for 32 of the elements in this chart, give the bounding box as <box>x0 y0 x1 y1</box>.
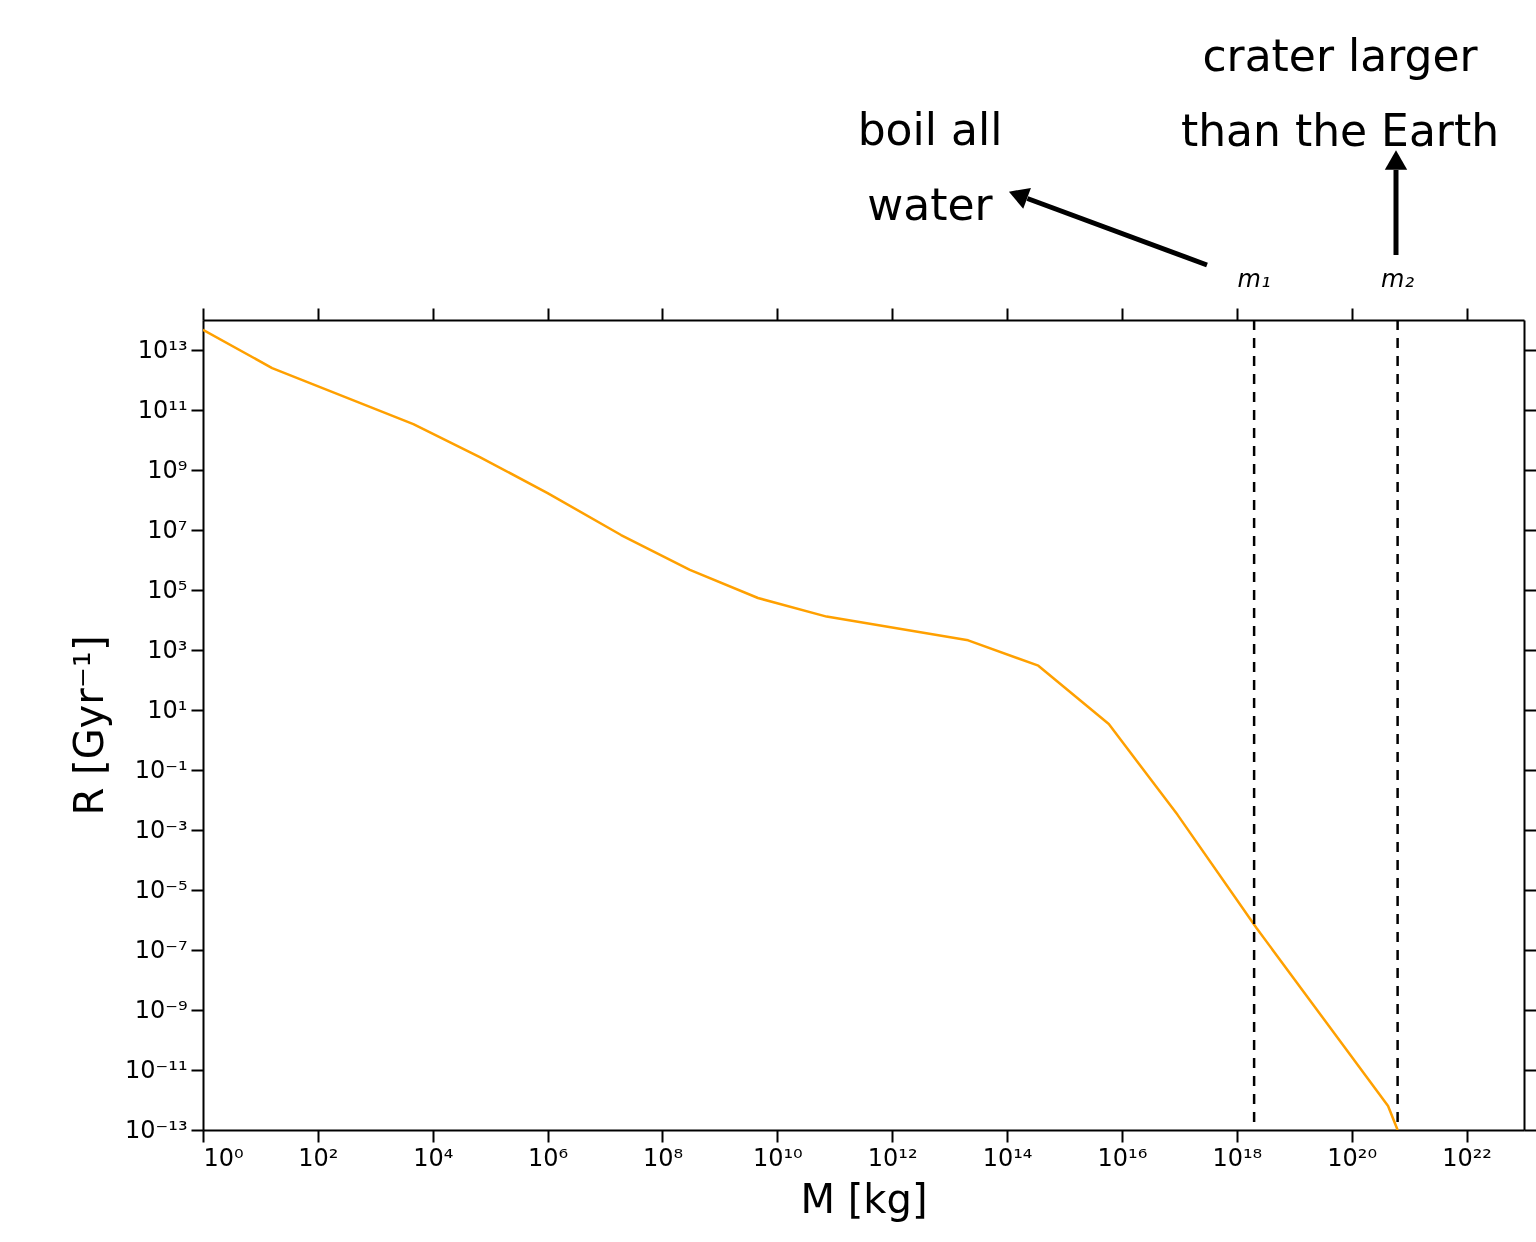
y-tick-label: 10³ <box>147 635 188 664</box>
y-axis-title: R [Gyr⁻¹] <box>66 635 113 816</box>
ref-line-label: m₁ <box>1237 265 1271 293</box>
x-tick-label: 10¹² <box>867 1143 918 1172</box>
y-tick-label: 10⁻⁵ <box>134 875 188 904</box>
y-tick-label: 10⁻¹¹ <box>125 1055 188 1084</box>
x-tick-label: 10⁰ <box>203 1143 244 1172</box>
y-tick-label: 10¹ <box>147 695 188 724</box>
x-axis-title: M [kg] <box>800 1175 928 1222</box>
x-tick-label: 10²² <box>1442 1143 1492 1172</box>
x-tick-label: 10² <box>298 1143 339 1172</box>
y-tick-label: 10¹³ <box>137 335 188 364</box>
y-tick-label: 10⁵ <box>147 575 188 604</box>
y-tick-label: 10⁹ <box>147 455 188 484</box>
x-tick-label: 10⁸ <box>642 1143 684 1172</box>
text: boil all water <box>857 104 1003 230</box>
y-tick-label: 10⁻¹³ <box>125 1115 188 1144</box>
x-tick-label: 10¹⁴ <box>982 1143 1033 1172</box>
x-tick-label: 10⁶ <box>528 1143 569 1172</box>
y-tick-label: 10¹¹ <box>137 395 188 424</box>
x-tick-label: 10¹⁶ <box>1097 1143 1148 1172</box>
y-tick-label: 10⁷ <box>147 515 188 544</box>
text: crater larger than the Earth <box>1180 30 1500 156</box>
y-tick-label: 10⁻³ <box>134 815 188 844</box>
x-tick-label: 10¹⁸ <box>1212 1143 1263 1172</box>
x-tick-label: 10⁴ <box>413 1143 454 1172</box>
y-tick-label: 10⁻¹ <box>134 755 188 784</box>
x-tick-label: 10²⁰ <box>1327 1143 1378 1172</box>
y-tick-label: 10⁻⁹ <box>134 995 188 1024</box>
y-tick-label: 10⁻⁷ <box>134 935 188 964</box>
ref-line-label: m₂ <box>1381 265 1415 293</box>
x-tick-label: 10¹⁰ <box>752 1143 803 1172</box>
